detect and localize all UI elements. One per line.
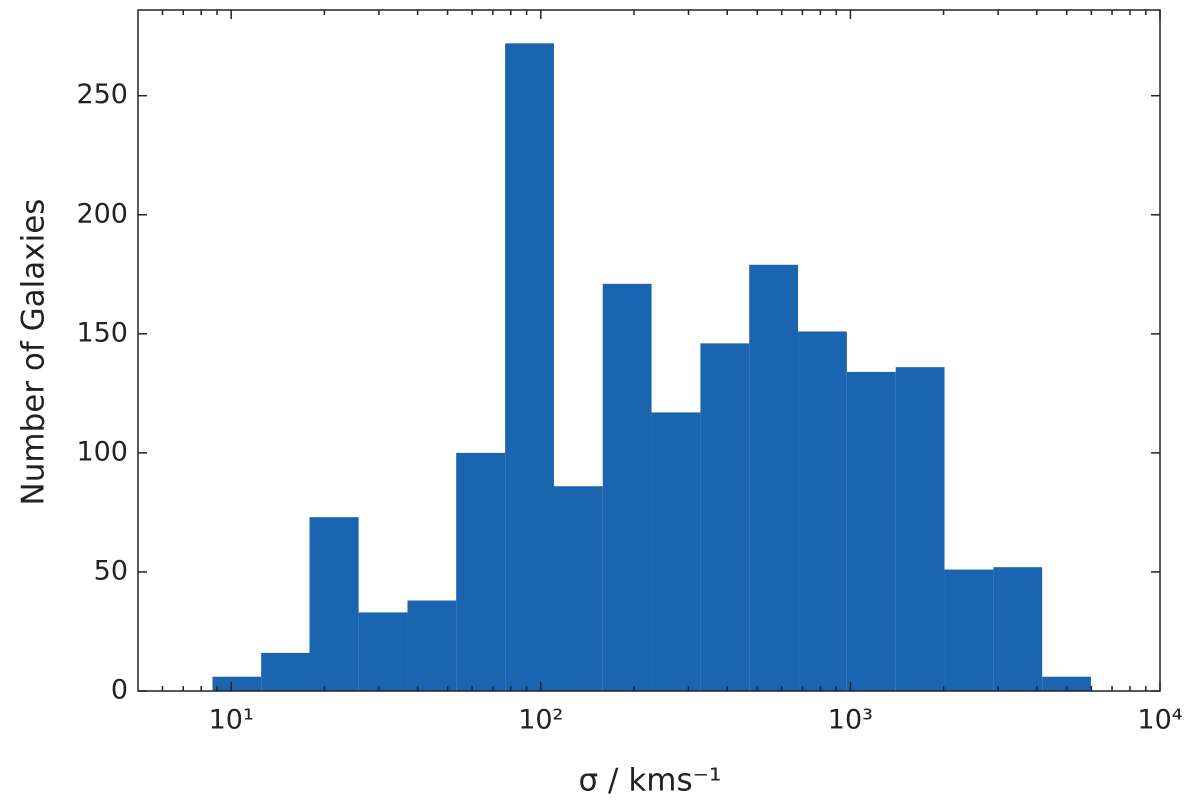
bar	[358, 612, 408, 691]
bar	[261, 652, 310, 691]
bar	[456, 452, 506, 691]
bar	[602, 283, 652, 691]
bar	[798, 331, 847, 691]
bar	[212, 676, 262, 691]
y-tick-label: 200	[76, 198, 128, 229]
bar	[700, 343, 750, 691]
bar	[944, 569, 994, 691]
bar	[846, 371, 896, 691]
plot-frame	[137, 9, 1161, 692]
y-tick-label: 50	[94, 555, 128, 586]
bar	[505, 43, 554, 691]
y-tick-label: 100	[76, 436, 128, 467]
x-tick-label: 10¹	[209, 705, 254, 736]
y-tick-label: 150	[76, 317, 128, 348]
bar	[1042, 676, 1091, 691]
bar	[309, 517, 359, 691]
y-tick-label: 250	[76, 79, 128, 110]
bar	[895, 367, 945, 691]
y-tick-label: 0	[111, 675, 128, 706]
bar	[651, 412, 701, 691]
x-tick-label: 10²	[518, 705, 563, 736]
x-tick-label: 10³	[828, 705, 873, 736]
bar	[993, 567, 1043, 691]
bar	[749, 264, 799, 691]
bar	[553, 486, 603, 691]
x-tick-label: 10⁴	[1137, 705, 1182, 736]
bar	[407, 600, 457, 691]
y-axis-label: Number of Galaxies	[16, 199, 52, 506]
x-axis-label: σ / kms⁻¹	[579, 763, 722, 799]
